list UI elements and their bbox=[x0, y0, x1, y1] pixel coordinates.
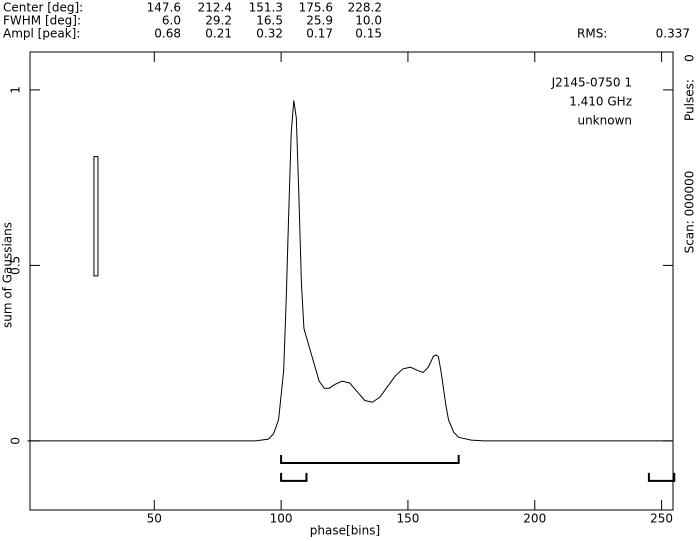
window-bracket bbox=[280, 454, 460, 464]
y-tick-label: 0 bbox=[9, 437, 23, 445]
annotation: 1.410 GHz bbox=[569, 95, 632, 109]
side-text: Scan: 000000 bbox=[683, 171, 697, 254]
x-tick-label: 250 bbox=[650, 512, 673, 526]
table-value: 29.2 bbox=[205, 14, 232, 28]
window-bracket bbox=[647, 472, 676, 482]
plot-frame bbox=[29, 51, 674, 511]
table-value: 228.2 bbox=[348, 1, 382, 15]
table-value: 151.3 bbox=[249, 1, 283, 15]
table-value: 147.6 bbox=[147, 1, 181, 15]
x-tick-label: 150 bbox=[396, 512, 419, 526]
table-value: 6.0 bbox=[162, 14, 181, 28]
x-tick-label: 100 bbox=[270, 512, 293, 526]
table-value: 175.6 bbox=[299, 1, 333, 15]
table-value: 0.68 bbox=[154, 27, 181, 41]
table-value: 16.5 bbox=[256, 14, 283, 28]
rms-label: RMS: bbox=[577, 27, 607, 41]
side-text: 0 bbox=[683, 54, 697, 62]
y-tick-label: 1 bbox=[9, 86, 23, 94]
profile-line bbox=[27, 100, 672, 442]
side-text: Pulses: bbox=[683, 79, 697, 121]
table-value: 0.15 bbox=[355, 27, 382, 41]
row-label: Center [deg]: bbox=[3, 1, 83, 15]
rms-value: 0.337 bbox=[656, 27, 690, 41]
table-value: 0.32 bbox=[256, 27, 283, 41]
x-axis-label: phase[bins] bbox=[310, 524, 380, 538]
table-value: 0.21 bbox=[205, 27, 232, 41]
x-tick-label: 200 bbox=[523, 512, 546, 526]
row-label: FWHM [deg]: bbox=[3, 14, 81, 28]
table-value: 212.4 bbox=[198, 1, 232, 15]
x-tick-label: 50 bbox=[147, 512, 162, 526]
y-tick-label: 0.5 bbox=[9, 256, 23, 275]
window-bracket bbox=[280, 472, 308, 482]
scale-bar bbox=[93, 156, 99, 277]
row-label: Ampl [peak]: bbox=[3, 27, 80, 41]
table-value: 25.9 bbox=[306, 14, 333, 28]
y-axis-label: sum of Gaussians bbox=[1, 222, 15, 328]
table-value: 0.17 bbox=[306, 27, 333, 41]
annotation: J2145-0750 1 bbox=[551, 76, 632, 90]
table-value: 10.0 bbox=[355, 14, 382, 28]
annotation: unknown bbox=[577, 114, 632, 128]
